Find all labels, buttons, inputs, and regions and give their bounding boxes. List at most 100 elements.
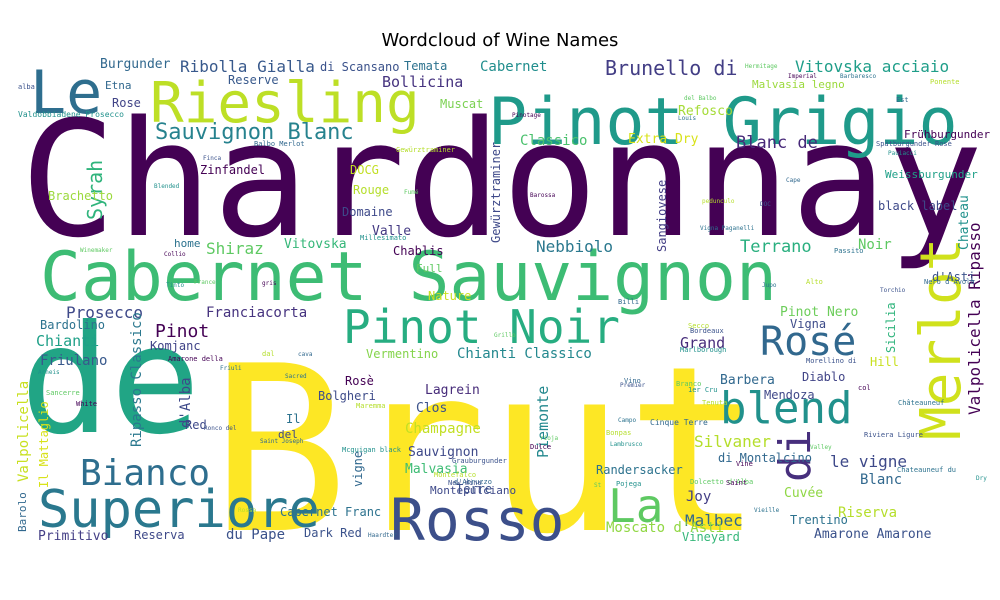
word-blanc: Blanc (860, 472, 902, 488)
word-bolgheri: Bolgheri (318, 389, 376, 403)
small-word-valley: Valley (810, 444, 832, 451)
word-cabernet-sauvignon: Cabernet Sauvignon (40, 238, 777, 317)
word-prosecco: Prosecco (66, 303, 143, 322)
small-word-balbo-merlot: Balbo Merlot (254, 140, 305, 148)
word-randersacker: Randersacker (596, 463, 683, 477)
word-ripasso-classico: Ripasso Classico (129, 312, 145, 447)
small-word-barbaresco: Barbaresco (840, 73, 877, 80)
word-sangiovese: Sangiovese (655, 180, 669, 252)
small-word-marlborough: Marlborough (680, 346, 726, 354)
small-word-montefalco: Montefalco (434, 471, 476, 479)
word-d-alba: d'Alba (178, 377, 194, 428)
word-chianti: Chianti (36, 332, 99, 350)
word-di-montalcino: di Montalcino (718, 451, 812, 465)
word-bianco: Bianco (80, 453, 210, 494)
small-word-fume: Fumé (404, 189, 419, 196)
small-word-amarone-della: Amarone della (168, 355, 223, 363)
small-word-alba: alba (18, 83, 35, 91)
small-word-vino: Vino (624, 377, 641, 385)
small-word-pojega: Pojega (616, 480, 641, 488)
word-merlot: Merlot (909, 238, 974, 440)
word-gewurztraminer: Gewürztraminer (489, 142, 503, 243)
word-vigna: Vigna (790, 317, 826, 331)
word-black-label: black label (878, 199, 957, 213)
word-malvasia-legno: Malvasia legno (752, 78, 845, 91)
word-malvasia: Malvasia (405, 462, 468, 477)
word-il: Il (286, 412, 300, 426)
word-barolo: Barolo (16, 492, 29, 532)
small-word-hermitage: Hermitage (745, 63, 778, 70)
word-reserve: Reserve (228, 73, 279, 87)
word-brachetto: Brachetto (48, 189, 113, 203)
word-le: Le (30, 58, 102, 128)
word-red: Red (185, 418, 207, 432)
word-primitivo: Primitivo (38, 529, 108, 544)
word-shiraz: Shiraz (206, 239, 264, 258)
small-word-winemaker: Winemaker (80, 247, 113, 254)
word-diablo: Diablo (802, 370, 845, 384)
word-fruhburgunder: Frühburgunder (904, 128, 990, 141)
small-word-campo: Campo (618, 417, 636, 424)
small-word-d-abruzzo: d'Abruzzo (454, 478, 492, 486)
word-vitovska: Vitovska (284, 237, 347, 252)
word-extra-dry: Extra Dry (628, 132, 699, 147)
word-blend: blend (720, 383, 852, 434)
word-lagrein: Lagrein (425, 383, 480, 398)
word-hill: Hill (870, 355, 899, 369)
small-word-france: France (194, 279, 216, 286)
small-word-barossa: Barossa (530, 192, 556, 199)
word-bollicina: Bollicina (382, 73, 463, 91)
word-vineyard: Vineyard (682, 530, 740, 544)
small-word-millesimato: Millesimato (360, 234, 406, 242)
small-word-dry: Dry (976, 475, 987, 482)
word-sauvignon-blanc: Sauvignon Blanc (155, 120, 354, 145)
word-valpolicella: Valpolicella (16, 381, 32, 482)
word-friulano: Friulano (40, 353, 107, 369)
word-domaine: Domaine (342, 205, 393, 219)
small-word-bonpas: Bonpas (606, 429, 631, 437)
word-cabernet-franc: Cabernet Franc (280, 505, 381, 519)
small-word-haardter: Haardter (368, 532, 397, 539)
word-docg: DOCG (350, 163, 379, 177)
word-riesling: Riesling (150, 71, 420, 136)
word-dark-red: Dark Red (304, 526, 362, 540)
word-weissburgunder: Weissburgunder (885, 168, 978, 181)
small-word-cinque-terre: Cinque Terre (650, 418, 708, 427)
word-valpolicella-ripasso: Valpolicella Ripasso (965, 222, 984, 415)
word-rosso: Rosso (390, 486, 565, 554)
small-word-bordeaux: Bordeaux (690, 327, 724, 335)
small-word-chateauneuf-du: Chateauneuf du (897, 466, 956, 474)
word-chablis: Chablis (393, 244, 444, 258)
word-refosco: Refosco (678, 104, 733, 119)
small-word-sacred: Sacred (285, 373, 307, 380)
small-word-dulce: Dulce (530, 443, 551, 451)
word-franciacorta: Franciacorta (206, 305, 307, 321)
small-word-dolcetto-d-alba: Dolcetto d'Alba (690, 478, 753, 486)
word-clos: Clos (416, 401, 447, 416)
word-nebbiolo: Nebbiolo (536, 237, 613, 256)
small-word-pauiacci: Pauiacci (888, 150, 917, 157)
word-home: home (174, 237, 201, 250)
small-word-dal: dal (262, 350, 275, 358)
word-de: de (20, 294, 201, 468)
word-cabernet: Cabernet (480, 59, 547, 75)
word-silvaner: Silvaner (694, 432, 771, 451)
small-word-arneis: Arneis (38, 369, 60, 376)
small-word-vieille: Vieille (754, 507, 780, 514)
word-pinot-grigio: Pinot Grigio (488, 85, 958, 160)
word-bardolino: Bardolino (40, 318, 105, 332)
small-word-torchio: Torchio (880, 287, 906, 294)
small-word-gewurztraminer: Gewürztraminer (396, 146, 455, 154)
word-di: di (770, 429, 821, 482)
word-rose: Rosè (345, 374, 374, 388)
word-zinfandel: Zinfandel (200, 163, 265, 177)
word-moscato-d-asti: Moscato d'Asti (606, 520, 724, 536)
word-ribolla-gialla: Ribolla Gialla (180, 57, 315, 76)
small-word-pedunculo: pedunculo (702, 198, 735, 205)
small-word-tinto: Tinto (166, 282, 184, 289)
small-word-col: col (858, 384, 871, 392)
small-word-grauburgunder: Grauburgunder (452, 457, 507, 465)
word-vermentino: Vermentino (366, 347, 438, 361)
word-terrano: Terrano (740, 237, 812, 257)
